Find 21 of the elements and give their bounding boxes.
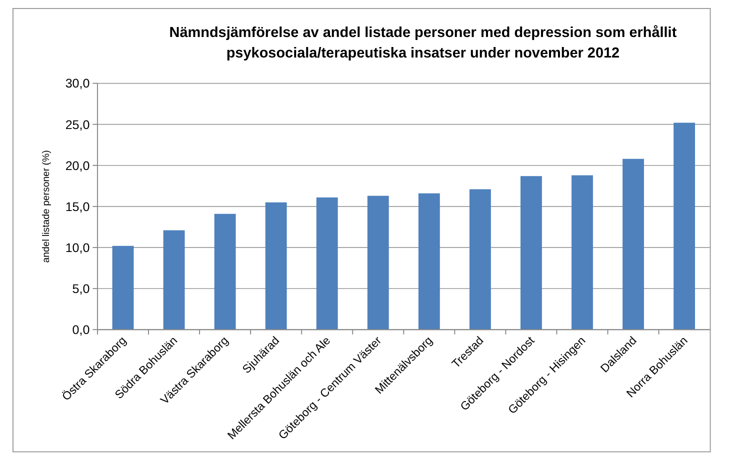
bar bbox=[163, 230, 185, 330]
y-tick-label: 25,0 bbox=[65, 118, 90, 132]
bar bbox=[367, 196, 389, 330]
bar bbox=[469, 189, 491, 330]
bar bbox=[214, 214, 236, 330]
bar bbox=[112, 246, 134, 330]
y-tick-label: 20,0 bbox=[65, 158, 90, 173]
bar bbox=[572, 175, 593, 330]
bar bbox=[418, 193, 440, 330]
bar bbox=[520, 176, 542, 330]
bar bbox=[316, 197, 338, 330]
y-tick-label: 10,0 bbox=[65, 240, 90, 255]
y-tick-label: 15,0 bbox=[65, 200, 90, 214]
chart-title: Nämndsjämförelse av andel listade personer med depression som erhållit psykosociala/terapeutiska insatser under november 2012 bbox=[169, 24, 677, 62]
y-tick-label: 30,0 bbox=[65, 76, 90, 91]
bar bbox=[265, 202, 287, 330]
y-axis-title: andel listade personer (%) bbox=[41, 150, 52, 263]
bar bbox=[622, 158, 644, 330]
y-tick-label: 5,0 bbox=[72, 282, 90, 296]
y-tick-label: 0,0 bbox=[72, 323, 90, 338]
bar bbox=[674, 122, 696, 330]
